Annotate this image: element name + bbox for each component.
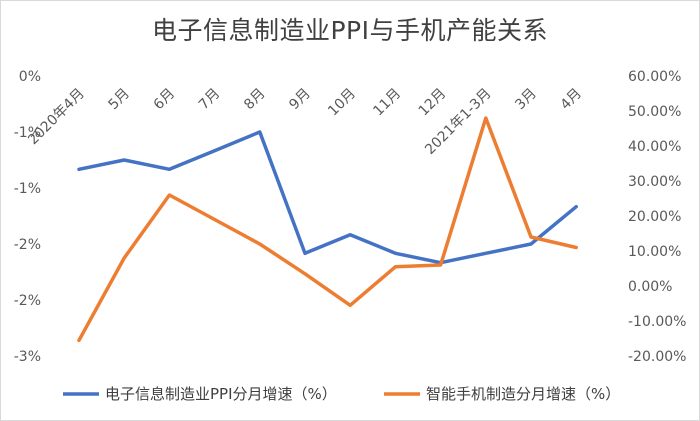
x-axis-tick-label: 12月 (416, 86, 450, 120)
right-axis-tick-label: -10.00% (628, 314, 686, 330)
left-axis-tick-label: -2% (14, 293, 41, 309)
x-axis-tick-label: 6月 (151, 86, 179, 114)
right-axis-tick-label: 20.00% (628, 209, 681, 225)
right-axis-tick-label: -20.00% (628, 349, 686, 365)
x-axis-tick-label: 8月 (241, 86, 269, 114)
right-axis-tick-label: 0.00% (628, 279, 672, 295)
left-axis-tick-label: -3% (14, 349, 41, 365)
x-axis-tick-label: 7月 (196, 86, 224, 114)
x-axis-tick-label: 3月 (512, 86, 540, 114)
right-axis-tick-label: 50.00% (628, 104, 681, 120)
ppi-series-line (77, 130, 578, 265)
left-axis-tick-label: -1% (14, 125, 41, 141)
right-axis-tick-label: 10.00% (628, 244, 681, 260)
x-axis-tick-label: 9月 (286, 86, 314, 114)
right-axis-tick-label: 30.00% (628, 174, 681, 190)
legend-label: 智能手机制造分月增速（%） (426, 385, 620, 403)
x-axis-tick-label: 5月 (106, 86, 134, 114)
chart-title: 电子信息制造业PPI与手机产能关系 (151, 16, 549, 45)
smartphone-series-line (77, 116, 578, 343)
x-axis-tick-label: 11月 (370, 86, 404, 120)
right-axis-tick-label: 60.00% (628, 69, 681, 85)
right-axis-tick-label: 40.00% (628, 139, 681, 155)
x-axis-tick-label: 2020年4月 (25, 86, 88, 149)
left-axis-tick-label: 0% (19, 69, 41, 85)
left-axis-tick-label: -2% (14, 237, 41, 253)
legend-label: 电子信息制造业PPI分月增速（%） (105, 385, 337, 403)
x-axis-tick-label: 10月 (325, 86, 359, 120)
left-axis-tick-label: -1% (14, 181, 41, 197)
x-axis-tick-label: 4月 (558, 86, 586, 114)
